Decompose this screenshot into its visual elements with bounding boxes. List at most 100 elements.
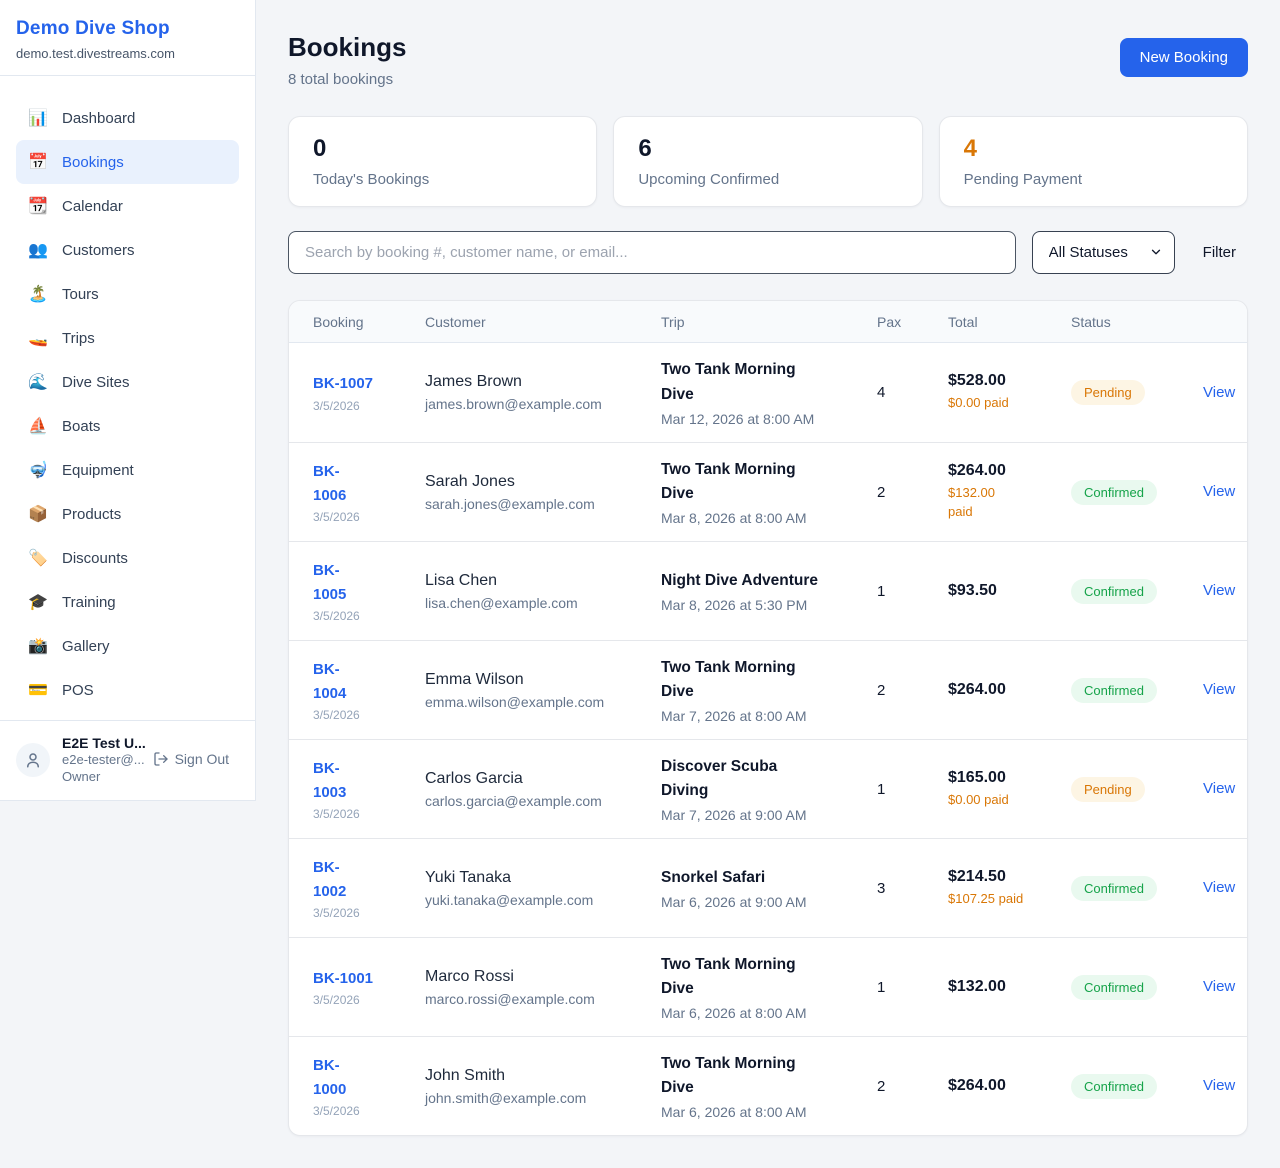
sidebar-item-training[interactable]: 🎓 Training [16, 580, 239, 624]
trip-datetime: Mar 12, 2026 at 8:00 AM [661, 410, 815, 427]
booking-date: 3/5/2026 [313, 993, 360, 1008]
booking-id-link[interactable]: BK- 1005 [313, 562, 347, 603]
booking-id-link[interactable]: BK- 1003 [313, 760, 347, 801]
view-link[interactable]: View [1203, 383, 1236, 401]
pax-count: 1 [877, 780, 886, 798]
booking-id-link[interactable]: BK-1007 [313, 375, 374, 393]
sidebar-item-label: Trips [62, 329, 95, 347]
booking-id-link[interactable]: BK- 1002 [313, 859, 347, 900]
sign-out-label: Sign Out [174, 751, 230, 767]
page-title: Bookings [288, 32, 407, 62]
status-badge: Confirmed [1071, 677, 1157, 703]
customer-name: James Brown [425, 373, 522, 390]
sidebar-item-calendar[interactable]: 📆 Calendar [16, 184, 239, 228]
customer-name: Emma Wilson [425, 670, 524, 688]
view-link[interactable]: View [1203, 978, 1236, 995]
stat-card-pending-payment: 4 Pending Payment [938, 116, 1248, 207]
sign-out-button[interactable]: Sign Out [153, 751, 229, 767]
sidebar-item-label: POS [62, 681, 94, 699]
sidebar-item-gallery[interactable]: 📸 Gallery [16, 624, 239, 668]
sidebar-item-label: Equipment [62, 461, 134, 479]
stat-card-upcoming-confirmed: 6 Upcoming Confirmed [613, 116, 923, 207]
sidebar-item-label: Training [62, 593, 116, 611]
table-row: BK- 1004 3/5/2026 Emma Wilson emma.wilson@… [289, 640, 1247, 739]
sidebar-item-customers[interactable]: 👥 Customers [16, 228, 239, 272]
column-header-customer: Customer [425, 313, 486, 330]
speedboat-icon: 🚤 [28, 330, 48, 347]
view-link[interactable]: View [1203, 879, 1236, 896]
trip-name: Two Tank Morning Dive [661, 361, 796, 403]
sidebar-nav: 📊 Dashboard 📅 Bookings 📆 Calendar 👥 Customer… [0, 76, 255, 720]
sidebar-item-discounts[interactable]: 🏷️ Discounts [16, 536, 239, 580]
booking-date: 3/5/2026 [313, 707, 360, 722]
view-link[interactable]: View [1203, 483, 1236, 500]
column-header-total: Total [948, 313, 978, 330]
sign-out-icon [153, 752, 168, 766]
pax-count: 3 [877, 879, 886, 897]
paid-amount: $0.00 paid [948, 791, 1009, 807]
status-badge: Pending [1071, 380, 1145, 405]
view-link[interactable]: View [1203, 582, 1236, 599]
customer-name: Sarah Jones [425, 472, 515, 490]
graduation-cap-icon: 🎓 [28, 594, 48, 611]
total-amount: $264.00 [948, 1077, 1006, 1094]
pax-count: 4 [877, 384, 886, 401]
trip-name: Two Tank Morning Dive [661, 658, 796, 700]
stat-label: Pending Payment [963, 171, 1083, 188]
booking-id-link[interactable]: BK- 1006 [313, 463, 347, 504]
booking-date: 3/5/2026 [313, 398, 360, 413]
sidebar-item-boats[interactable]: ⛵ Boats [16, 404, 239, 448]
customer-name: Marco Rossi [425, 967, 514, 985]
pax-count: 1 [877, 978, 886, 996]
pax-count: 2 [877, 681, 886, 699]
calendar-icon: 📅 [28, 154, 48, 171]
customer-name: Lisa Chen [425, 571, 498, 589]
sidebar: Demo Dive Shop demo.test.divestreams.com… [0, 0, 256, 801]
trip-datetime: Mar 7, 2026 at 9:00 AM [661, 807, 807, 824]
status-badge: Confirmed [1071, 875, 1157, 901]
sidebar-item-pos[interactable]: 💳 POS [16, 668, 239, 712]
total-amount: $214.50 [948, 867, 1006, 885]
brand-block: Demo Dive Shop demo.test.divestreams.com [0, 0, 255, 76]
person-icon [27, 752, 39, 767]
sidebar-item-tours[interactable]: 🏝️ Tours [16, 272, 239, 316]
sidebar-item-dashboard[interactable]: 📊 Dashboard [16, 96, 239, 140]
paid-amount: $107.25 paid [948, 890, 1024, 906]
stat-label: Today's Bookings [313, 171, 430, 188]
status-select[interactable]: All Statuses [1031, 231, 1175, 274]
status-badge: Confirmed [1071, 974, 1157, 1000]
search-input[interactable] [288, 231, 1016, 274]
new-booking-button[interactable]: New Booking [1119, 38, 1248, 77]
booking-id-link[interactable]: BK-1001 [313, 969, 374, 987]
trip-datetime: Mar 8, 2026 at 5:30 PM [661, 597, 808, 613]
total-amount: $132.00 [948, 978, 1006, 995]
customer-name: Carlos Garcia [425, 769, 523, 787]
total-amount: $264.00 [948, 681, 1006, 698]
filter-button[interactable]: Filter [1191, 244, 1248, 261]
booking-date: 3/5/2026 [313, 806, 360, 821]
booking-id-link[interactable]: BK- 1000 [313, 1057, 347, 1098]
customer-email: marco.rossi@example.com [425, 990, 595, 1007]
status-select-wrap: All Statuses [1031, 231, 1175, 274]
sidebar-item-products[interactable]: 📦 Products [16, 492, 239, 536]
bookings-table: Booking Customer Trip Pax Total Status B… [288, 300, 1248, 1136]
view-link[interactable]: View [1203, 1077, 1236, 1094]
view-link[interactable]: View [1203, 780, 1236, 797]
customer-email: lisa.chen@example.com [425, 594, 578, 611]
trip-name: Discover Scuba Diving [661, 757, 778, 799]
pax-count: 2 [877, 483, 886, 501]
stat-value: 4 [963, 135, 978, 162]
trip-datetime: Mar 7, 2026 at 8:00 AM [661, 708, 807, 725]
sidebar-item-bookings[interactable]: 📅 Bookings [16, 140, 239, 184]
column-header-pax: Pax [877, 313, 902, 330]
sidebar-item-trips[interactable]: 🚤 Trips [16, 316, 239, 360]
booking-id-link[interactable]: BK- 1004 [313, 661, 347, 702]
view-link[interactable]: View [1203, 681, 1236, 698]
sidebar-item-label: Gallery [62, 637, 110, 655]
camera-icon: 📸 [28, 638, 48, 655]
sidebar-item-equipment[interactable]: 🤿 Equipment [16, 448, 239, 492]
sidebar-item-label: Products [62, 505, 122, 523]
sidebar-item-dive-sites[interactable]: 🌊 Dive Sites [16, 360, 239, 404]
stat-label: Upcoming Confirmed [638, 171, 780, 188]
filter-row: All Statuses Filter [288, 231, 1248, 274]
